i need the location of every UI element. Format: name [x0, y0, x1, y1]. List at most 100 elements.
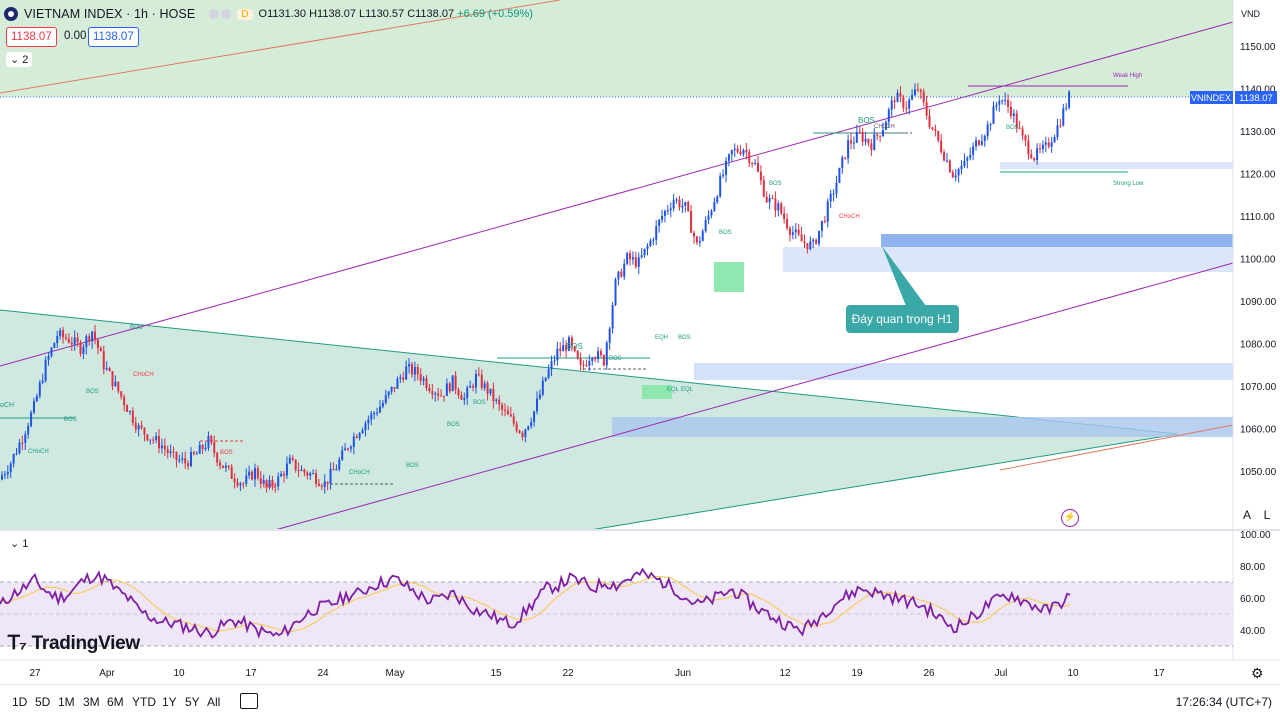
candle	[79, 342, 82, 354]
candle	[884, 121, 887, 131]
candle	[291, 457, 294, 460]
candle	[431, 391, 434, 395]
candle	[690, 211, 693, 233]
strong-low-label: Strong Low	[1113, 181, 1144, 187]
candle	[1, 475, 3, 480]
callout-box[interactable]	[846, 305, 959, 333]
candle	[631, 257, 634, 260]
candle	[684, 201, 687, 206]
candle	[1018, 127, 1021, 129]
timeframe-3m[interactable]: 3M	[83, 695, 100, 709]
candle	[675, 199, 678, 201]
indicators-toggle[interactable]: ⌄ 2	[6, 52, 33, 67]
rsi-tick-label: 100.00	[1240, 530, 1271, 541]
candle	[457, 389, 460, 396]
timeframe-1d[interactable]: 1D	[12, 695, 28, 709]
candle	[585, 365, 588, 367]
candle	[588, 360, 591, 366]
candle	[570, 337, 573, 347]
timeframe-5y[interactable]: 5Y	[185, 695, 200, 709]
candle	[361, 430, 364, 434]
low-value: L1130.57	[359, 8, 405, 20]
candle	[847, 140, 850, 159]
candle	[524, 429, 527, 437]
clock[interactable]: 17:26:34 (UTC+7)	[1175, 695, 1272, 709]
timeframe-ytd[interactable]: YTD	[132, 695, 156, 709]
delayed-badge[interactable]: D	[237, 8, 253, 20]
candle	[335, 469, 338, 471]
candle	[722, 174, 725, 177]
timeframe-5d[interactable]: 5D	[35, 695, 51, 709]
candle	[957, 169, 960, 176]
candle	[146, 434, 149, 441]
candle	[213, 442, 216, 453]
price-tick-label: 1110.00	[1240, 212, 1275, 223]
time-tick-label: 10	[1067, 668, 1079, 679]
candle	[678, 199, 681, 208]
candle	[1001, 100, 1004, 102]
candle	[591, 358, 594, 361]
candle	[899, 92, 902, 97]
candle	[902, 96, 905, 108]
candle	[742, 149, 745, 155]
candle	[730, 150, 733, 155]
timeframe-1m[interactable]: 1M	[58, 695, 75, 709]
candle	[227, 465, 230, 467]
candle	[67, 338, 70, 343]
calendar-icon[interactable]	[240, 693, 258, 709]
order-block-zone	[1000, 162, 1233, 169]
candle	[73, 337, 76, 345]
price-tick-label: 1150.00	[1240, 42, 1276, 53]
candle	[599, 351, 602, 356]
candle	[794, 229, 797, 233]
candle	[521, 432, 524, 437]
buy-price-box[interactable]: 1138.07	[88, 27, 139, 47]
candle	[762, 180, 765, 197]
sell-price-box[interactable]: 1138.07	[6, 27, 57, 47]
timeframe-all[interactable]: All	[207, 695, 221, 709]
lightning-icon[interactable]: ⚡	[1061, 509, 1079, 527]
timeframe-6m[interactable]: 6M	[107, 695, 124, 709]
candle	[41, 380, 44, 383]
rsi-pane-toggle[interactable]: ⌄ 1	[6, 536, 33, 551]
candle	[207, 436, 210, 448]
candle	[986, 124, 989, 136]
candle	[332, 468, 335, 471]
timeframe-1y[interactable]: 1Y	[162, 695, 177, 709]
chart-header: VIETNAM INDEX · 1h · HOSE D O1131.30 H11…	[4, 4, 533, 24]
auto-scale-button[interactable]: A	[1239, 508, 1255, 522]
candle	[759, 171, 762, 181]
candle	[783, 213, 786, 220]
choch-label: CHoCH	[28, 449, 49, 455]
price-chart[interactable]: BOS CHoCH BOS BOS BOS BOS BOS BOS BOS BO…	[0, 0, 1280, 684]
candle	[224, 465, 227, 468]
candle	[463, 397, 466, 400]
candle	[931, 127, 934, 130]
high-value: H1138.07	[309, 8, 356, 20]
fvg-zone	[714, 262, 744, 292]
candle	[195, 453, 198, 455]
candle	[3, 474, 6, 476]
candle	[922, 91, 925, 103]
fvg-zone	[642, 385, 672, 399]
candle	[221, 465, 224, 468]
candle	[768, 198, 771, 203]
candle	[131, 410, 134, 423]
time-tick-label: 26	[923, 668, 935, 679]
candle	[1024, 135, 1027, 141]
candle	[393, 386, 396, 389]
candle	[347, 448, 350, 450]
candle	[76, 337, 79, 343]
candle	[274, 485, 277, 487]
price-tick-label: 1050.00	[1240, 467, 1277, 478]
bos-label: BOS	[447, 422, 460, 428]
gear-icon[interactable]: ⚙	[1251, 665, 1264, 681]
time-ticks: 27 Apr 10 17 24 May 15 22 Jun 12 19 26 Jul 10 17	[29, 668, 1165, 679]
candle	[562, 345, 565, 352]
trend-line	[0, 0, 561, 94]
candle	[786, 219, 789, 229]
log-scale-button[interactable]: L	[1259, 508, 1275, 522]
chart-title[interactable]: VIETNAM INDEX · 1h · HOSE	[24, 7, 196, 21]
candle	[419, 374, 422, 381]
candle	[765, 196, 768, 203]
